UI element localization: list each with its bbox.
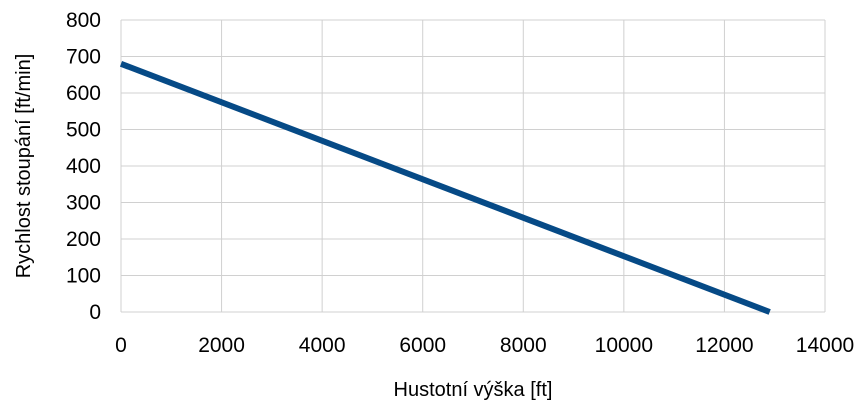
y-tick-label: 100 xyxy=(66,265,101,288)
y-tick-label: 600 xyxy=(66,82,101,105)
y-tick-label: 200 xyxy=(66,228,101,251)
x-tick-label: 4000 xyxy=(299,334,346,357)
y-tick-labels: 0 100 200 300 400 500 600 700 800 xyxy=(66,9,101,324)
x-tick-label: 14000 xyxy=(796,334,854,357)
x-axis-label: Hustotní výška [ft] xyxy=(394,379,553,401)
y-tick-label: 400 xyxy=(66,155,101,178)
y-tick-label: 800 xyxy=(66,9,101,32)
y-tick-label: 700 xyxy=(66,46,101,69)
y-tick-label: 500 xyxy=(66,119,101,142)
y-axis-label: Rychlost stoupání [ft/min] xyxy=(13,54,35,279)
series-line xyxy=(119,60,771,315)
series-layer xyxy=(119,60,771,315)
y-tick-label: 300 xyxy=(66,192,101,215)
gridlines xyxy=(120,19,826,313)
x-tick-label: 10000 xyxy=(595,334,653,357)
x-tick-label: 12000 xyxy=(695,334,753,357)
y-tick-label: 0 xyxy=(89,301,101,324)
x-tick-label: 6000 xyxy=(399,334,446,357)
x-tick-label: 0 xyxy=(115,334,127,357)
x-tick-labels: 0 2000 4000 6000 8000 10000 12000 14000 xyxy=(115,334,854,357)
x-tick-label: 8000 xyxy=(500,334,547,357)
x-tick-label: 2000 xyxy=(198,334,245,357)
